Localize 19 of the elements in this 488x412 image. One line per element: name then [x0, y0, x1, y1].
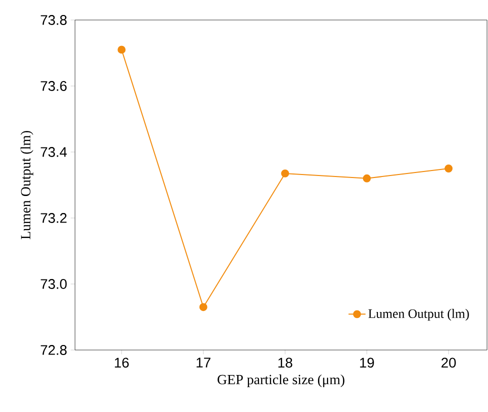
y-tick-label: 73.8	[40, 15, 67, 25]
point	[444, 164, 453, 172]
point	[199, 303, 208, 312]
x-tick-label: 16	[114, 358, 129, 368]
y-axis-title: Lumen Output (lm)	[20, 130, 34, 240]
point	[281, 169, 290, 178]
y-tick-label: 73.0	[40, 279, 67, 289]
y-tick-label: 72.8	[40, 345, 67, 355]
y-tick-label: 73.2	[40, 213, 67, 223]
x-tick-label: 20	[442, 358, 456, 368]
legend-label: Lumen Output (lm)	[368, 308, 469, 321]
point	[118, 46, 126, 54]
x-tick-label: 17	[196, 358, 210, 368]
y-tick-label: 73.4	[40, 147, 67, 157]
y-tick-label: 73.6	[40, 81, 67, 91]
x-tick-label: 18	[278, 358, 292, 368]
x-axis-title: GEP particle size (μm)	[218, 374, 344, 388]
point	[362, 174, 371, 182]
x-tick-label: 19	[360, 358, 374, 368]
